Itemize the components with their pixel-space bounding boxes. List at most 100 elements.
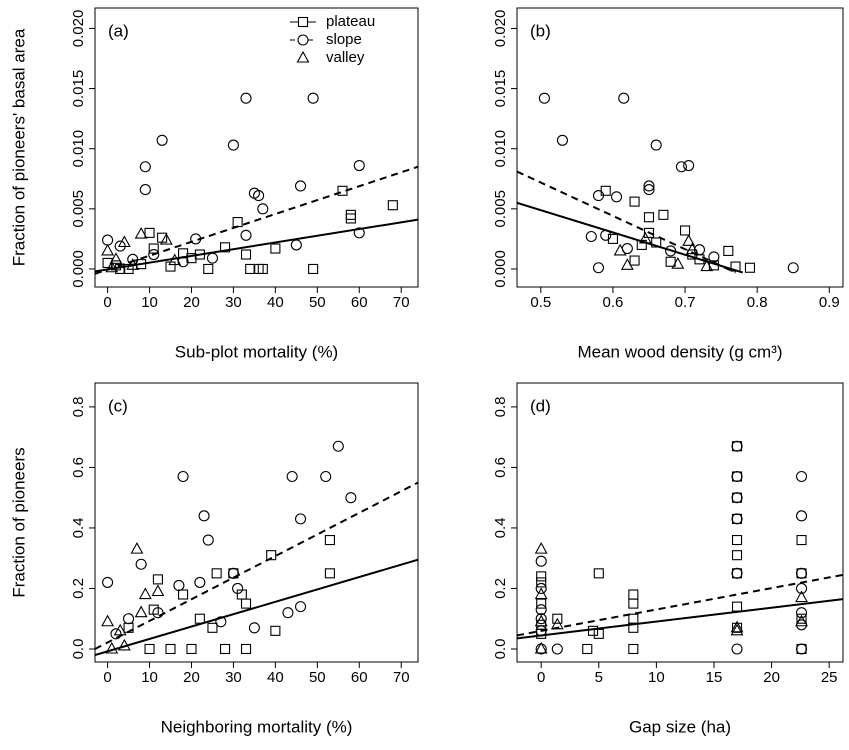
x-tick-label: 40 xyxy=(267,669,284,686)
point xyxy=(628,598,639,609)
point xyxy=(731,513,743,525)
x-tick-label: 0 xyxy=(537,669,545,686)
fit-line xyxy=(517,201,744,274)
x-tick-label: 70 xyxy=(393,669,410,686)
legend-label: plateau xyxy=(326,13,375,30)
x-tick-label: 15 xyxy=(706,669,723,686)
x-tick-label: 10 xyxy=(141,669,158,686)
x-tick-label: 20 xyxy=(183,669,200,686)
point xyxy=(643,227,655,238)
point xyxy=(186,643,197,655)
point xyxy=(109,252,123,264)
point xyxy=(535,582,547,595)
y-tick-label: 0.000 xyxy=(70,250,87,288)
point xyxy=(658,209,669,220)
point xyxy=(536,598,547,609)
point xyxy=(535,555,547,567)
point xyxy=(148,243,159,254)
point xyxy=(593,628,604,639)
point xyxy=(134,226,148,239)
point xyxy=(795,567,808,579)
point xyxy=(134,605,148,618)
point xyxy=(282,607,294,619)
y-tick-label: 0.4 xyxy=(70,518,87,539)
point xyxy=(730,623,744,636)
point xyxy=(731,567,743,579)
point xyxy=(651,237,662,248)
x-tick-label: 20 xyxy=(763,669,780,686)
x-tick-label: 5 xyxy=(595,669,603,686)
y-tick-label: 0.020 xyxy=(492,10,509,48)
point xyxy=(683,159,695,172)
point xyxy=(628,589,639,600)
point xyxy=(345,209,356,220)
point xyxy=(744,262,756,273)
point xyxy=(227,139,239,151)
point xyxy=(194,576,206,588)
point xyxy=(700,259,714,272)
point xyxy=(245,263,256,275)
point xyxy=(144,643,155,655)
x-tick-label: 0.8 xyxy=(747,294,768,311)
point xyxy=(320,470,332,483)
point xyxy=(138,587,152,600)
legend-marker xyxy=(296,50,310,63)
point xyxy=(165,261,176,272)
y-tick-label: 0.000 xyxy=(492,250,509,288)
point xyxy=(332,440,344,452)
point xyxy=(232,217,243,228)
x-tick-label: 70 xyxy=(393,294,410,311)
point xyxy=(795,510,808,522)
fit-line xyxy=(95,481,418,650)
x-tick-label: 50 xyxy=(309,669,326,686)
point xyxy=(117,235,131,248)
x-tick-label: 0 xyxy=(103,294,111,311)
point xyxy=(731,643,743,655)
point xyxy=(105,641,119,654)
point xyxy=(168,253,182,266)
y-tick-label: 0.005 xyxy=(492,190,509,228)
x-tick-label: 0.6 xyxy=(602,294,623,311)
x-tick-label: 0 xyxy=(103,669,111,686)
point xyxy=(151,584,165,597)
point xyxy=(102,576,114,588)
y-tick-label: 0.0 xyxy=(492,639,509,660)
point xyxy=(105,260,119,273)
point xyxy=(240,229,252,241)
point xyxy=(270,243,281,254)
point xyxy=(227,567,239,579)
point xyxy=(731,550,743,561)
point xyxy=(353,159,365,172)
point xyxy=(538,92,550,104)
point xyxy=(387,200,398,211)
panel-label: (c) xyxy=(108,396,128,415)
point xyxy=(286,470,298,483)
point xyxy=(795,614,808,627)
point xyxy=(219,643,231,655)
point xyxy=(152,607,164,619)
point xyxy=(240,249,252,260)
point xyxy=(731,601,743,612)
point xyxy=(628,622,639,633)
point xyxy=(534,587,548,600)
point xyxy=(629,255,640,266)
point xyxy=(110,628,122,640)
point xyxy=(643,184,655,196)
point xyxy=(101,243,115,256)
x-axis-label: Sub-plot mortality (%) xyxy=(175,342,338,361)
plot-frame xyxy=(516,382,844,663)
x-tick-label: 10 xyxy=(141,294,158,311)
y-axis-label: Fraction of pioneers' basal area xyxy=(9,28,28,266)
plot-frame xyxy=(516,7,844,288)
point xyxy=(345,492,357,504)
point xyxy=(211,568,222,579)
point xyxy=(618,92,630,104)
point xyxy=(795,607,808,619)
point xyxy=(535,604,547,616)
x-tick-label: 0.7 xyxy=(675,294,696,311)
x-tick-label: 20 xyxy=(183,294,200,311)
plot-frame xyxy=(94,382,419,663)
point xyxy=(550,617,564,630)
point xyxy=(207,622,218,633)
